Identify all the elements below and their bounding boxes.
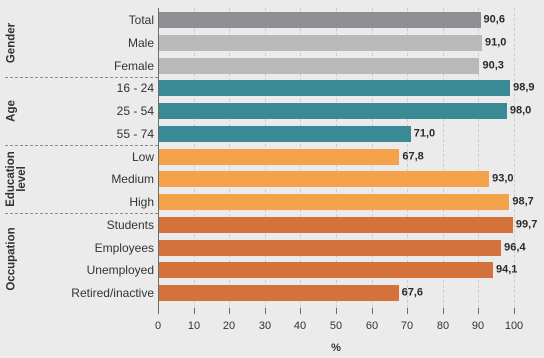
gridline-90 (478, 8, 479, 308)
x-tick-90 (478, 308, 479, 314)
y-axis-line (158, 8, 159, 308)
value-label-students: 99,7 (515, 218, 538, 231)
value-label-employees: 96,4 (504, 241, 526, 253)
category-label-16-24: 16 - 24 (116, 81, 154, 96)
category-label-high: High (129, 195, 154, 209)
value-label-unemployed: 94,1 (495, 263, 518, 276)
x-tick-30 (265, 308, 266, 314)
category-label-employees: Employees (94, 240, 154, 255)
bar-16-24 (158, 80, 511, 97)
category-label-female: Female (113, 58, 154, 73)
value-label-low: 67,8 (402, 150, 424, 162)
bar-students (158, 216, 513, 233)
category-label-25-54: 25 - 54 (116, 104, 154, 118)
x-axis-title: % (331, 342, 341, 354)
category-label-low: Low (131, 149, 154, 164)
x-tick-label-90: 90 (471, 320, 485, 332)
x-tick-70 (407, 308, 408, 314)
bar-total (158, 12, 481, 28)
x-tick-label-40: 40 (293, 320, 307, 332)
category-label-total: Total (128, 13, 154, 27)
gridline-70 (407, 8, 408, 308)
bar-retired-inactive (158, 285, 399, 301)
x-tick-0 (158, 308, 159, 314)
value-label-total: 90,6 (483, 13, 505, 26)
x-tick-label-50: 50 (329, 320, 343, 332)
bar-low (158, 148, 400, 165)
x-tick-40 (300, 308, 301, 314)
x-tick-50 (336, 308, 337, 314)
x-tick-80 (443, 308, 444, 314)
bar-medium (158, 171, 490, 188)
x-tick-100 (514, 308, 515, 314)
x-tick-10 (194, 308, 195, 314)
category-label-unemployed: Unemployed (86, 263, 154, 278)
bar-25-54 (158, 103, 507, 119)
x-tick-20 (229, 308, 230, 314)
x-tick-label-0: 0 (154, 320, 162, 332)
x-tick-label-10: 10 (187, 320, 201, 332)
group-label-age: Age (5, 100, 17, 122)
value-label-medium: 93,0 (492, 172, 514, 185)
value-label-retired-inactive: 67,6 (401, 286, 424, 299)
x-tick-60 (372, 308, 373, 314)
group-label-occupation: Occupation (5, 227, 17, 291)
category-label-medium: Medium (111, 172, 154, 187)
category-label-55-74: 55 - 74 (116, 126, 154, 141)
category-label-students: Students (106, 217, 154, 232)
group-label-education-level: Education level (5, 151, 28, 208)
value-label-male: 91,0 (484, 36, 507, 49)
value-label-female: 90,3 (482, 59, 504, 71)
group-separator (5, 77, 158, 78)
category-label-retired-inactive: Retired/inactive (71, 286, 154, 300)
x-tick-label-70: 70 (400, 320, 414, 332)
value-label-25-54: 98,0 (509, 104, 532, 117)
x-tick-label-80: 80 (436, 320, 450, 332)
bar-high (158, 194, 510, 210)
gridline-100 (514, 8, 515, 308)
category-label-male: Male (127, 35, 154, 50)
x-tick-label-60: 60 (365, 320, 379, 332)
value-label-16-24: 98,9 (513, 81, 535, 94)
gridline-80 (443, 8, 444, 308)
group-separator (5, 145, 158, 146)
value-label-high: 98,7 (512, 195, 534, 208)
bar-unemployed (158, 262, 493, 279)
x-tick-label-30: 30 (258, 320, 272, 332)
bar-55-74 (158, 125, 411, 142)
group-label-gender: Gender (5, 22, 17, 63)
value-label-55-74: 71,0 (413, 127, 436, 140)
bar-employees (158, 239, 502, 256)
group-separator (5, 213, 158, 214)
x-tick-label-100: 100 (504, 320, 524, 332)
bar-female (158, 57, 480, 74)
x-tick-label-20: 20 (222, 320, 236, 332)
bar-male (158, 34, 482, 51)
